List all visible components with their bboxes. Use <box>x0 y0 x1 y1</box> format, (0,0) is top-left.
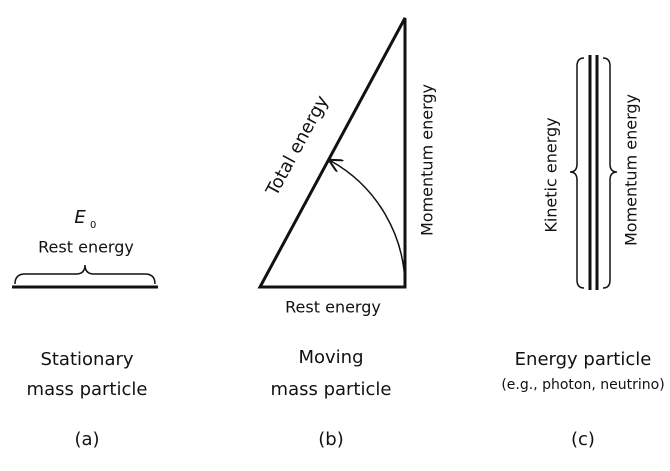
brace-label: Rest energy <box>38 238 134 257</box>
caption: Moving <box>298 347 363 368</box>
brace <box>569 57 585 289</box>
hypotenuse-label: Total energy <box>262 92 334 200</box>
left-label: Kinetic energy <box>542 117 561 232</box>
vertical-label: Momentum energy <box>418 84 437 236</box>
tag: (c) <box>571 429 595 450</box>
arc-arrow <box>331 161 406 288</box>
right-label: Momentum energy <box>622 94 641 246</box>
caption: mass particle <box>27 379 148 400</box>
base-label: Rest energy <box>285 298 381 317</box>
subscript: 0 <box>90 220 96 231</box>
symbol: E <box>74 207 86 228</box>
tag: (b) <box>318 429 343 450</box>
triangle <box>257 17 407 289</box>
caption: Stationary <box>40 349 133 370</box>
brace <box>14 264 156 285</box>
caption: mass particle <box>271 379 392 400</box>
brace <box>602 57 618 289</box>
caption: (e.g., photon, neutrino) <box>501 377 664 393</box>
tag: (a) <box>74 429 99 450</box>
caption: Energy particle <box>515 349 652 370</box>
